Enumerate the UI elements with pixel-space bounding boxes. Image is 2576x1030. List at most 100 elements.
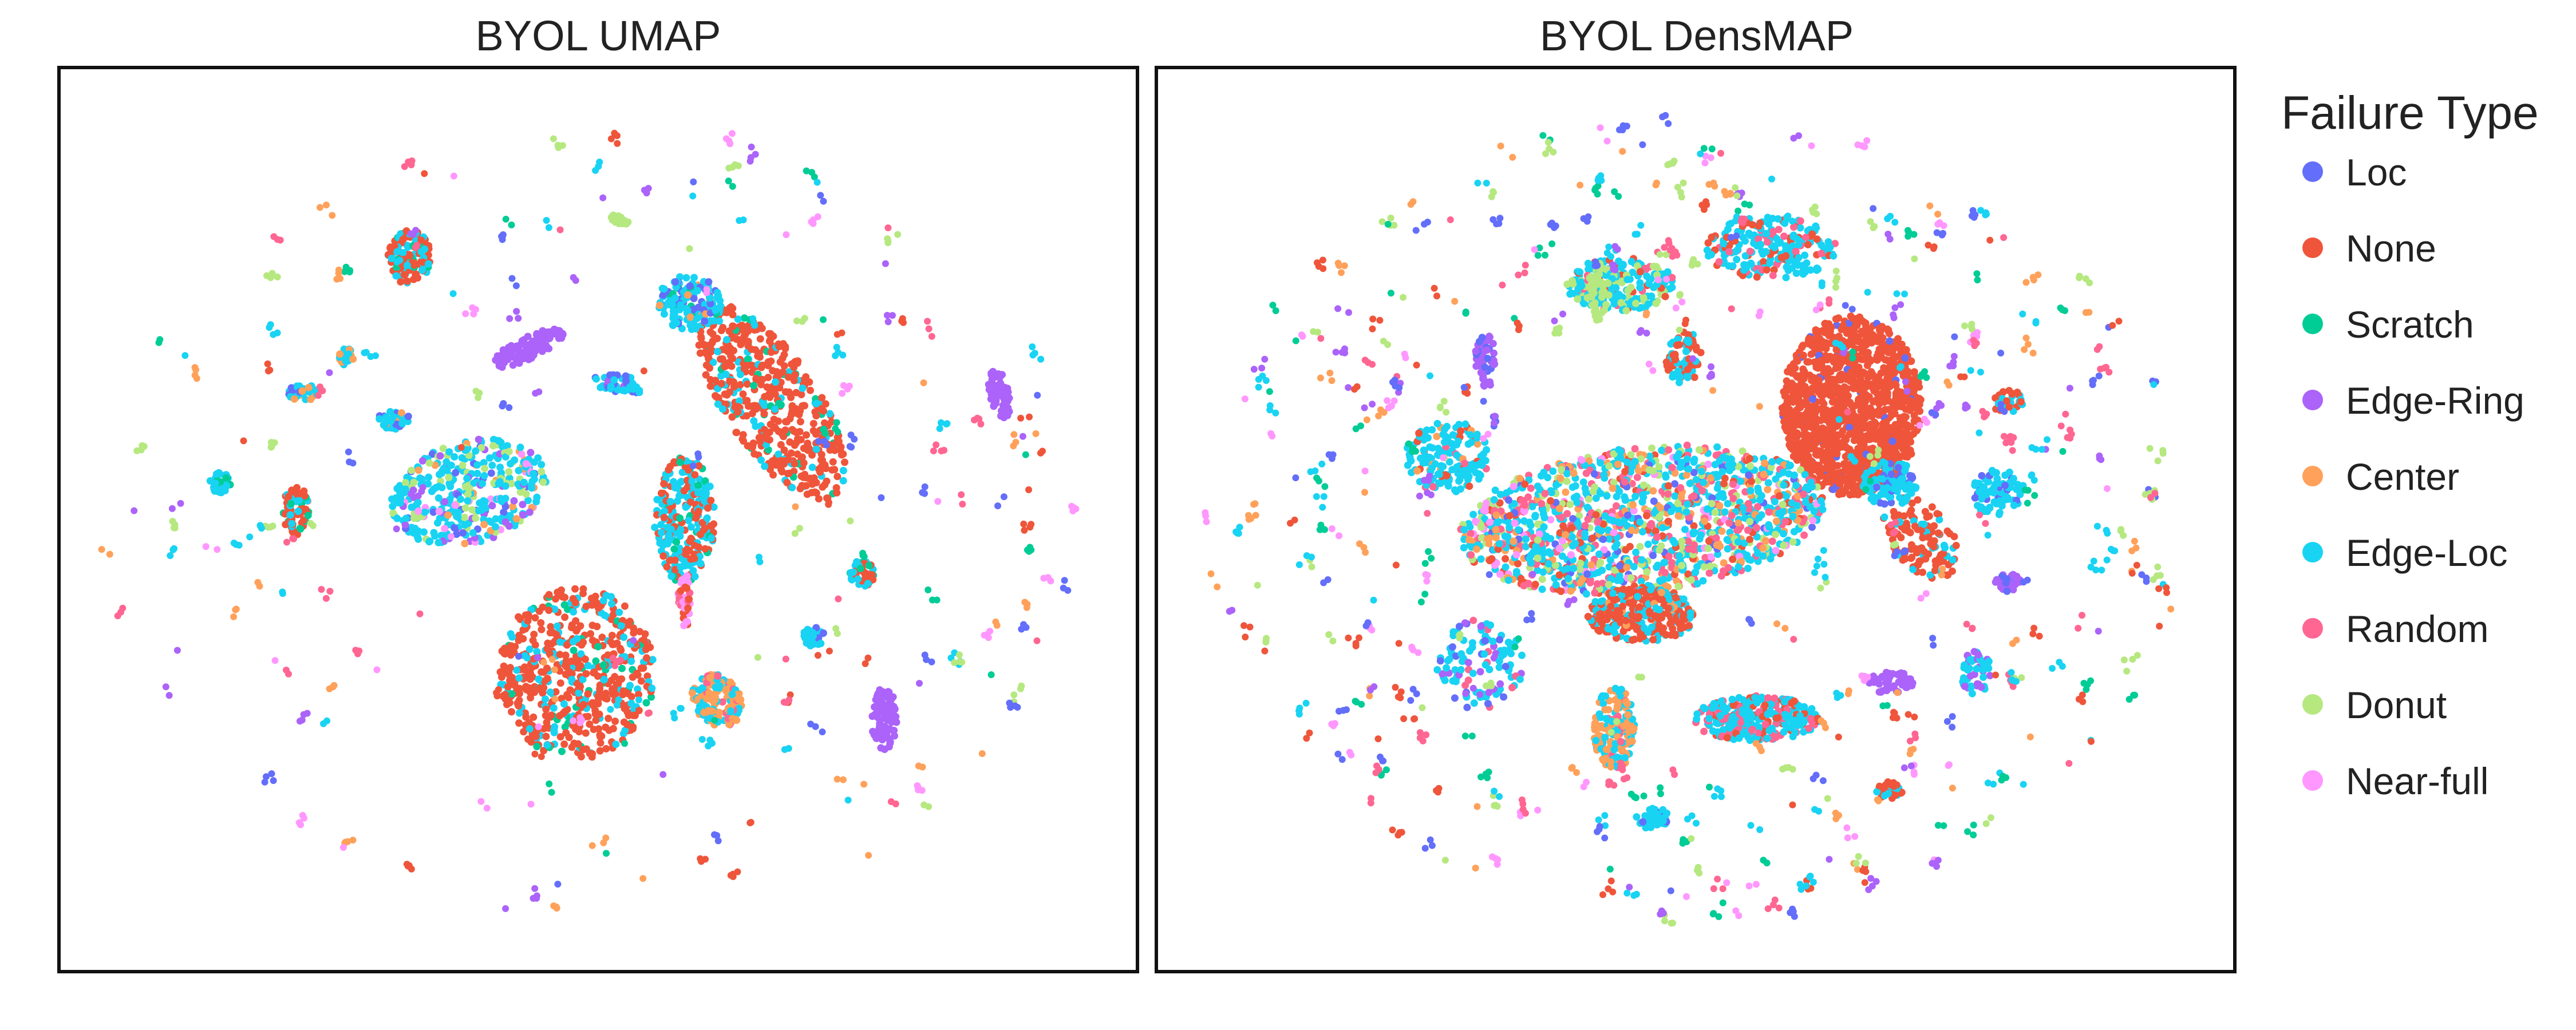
point-none: [729, 322, 737, 330]
point-center: [232, 606, 239, 613]
point-edge-loc: [757, 456, 765, 464]
point-loc: [817, 192, 824, 199]
point-none: [769, 367, 777, 375]
point-none: [535, 607, 543, 615]
point-donut: [460, 513, 468, 521]
point-edge-loc: [464, 497, 472, 505]
point-scratch: [670, 545, 678, 553]
point-scratch: [570, 647, 578, 654]
point-edge-ring: [488, 502, 496, 510]
point-none: [748, 345, 756, 353]
point-none: [1910, 411, 1918, 419]
point-none: [571, 585, 579, 593]
point-loc: [349, 459, 357, 467]
point-none: [1859, 343, 1867, 351]
point-none: [690, 554, 698, 562]
point-none: [1800, 375, 1808, 383]
point-donut: [801, 315, 808, 322]
point-none: [780, 433, 788, 441]
point-near-full: [934, 498, 942, 505]
point-edge-loc: [677, 526, 685, 534]
point-edge-ring: [752, 150, 759, 158]
point-edge-loc: [723, 336, 730, 344]
point-none: [521, 709, 530, 717]
point-none: [1795, 402, 1803, 410]
point-none: [1821, 389, 1829, 396]
point-donut: [550, 135, 557, 142]
point-scratch: [558, 747, 566, 755]
point-edge-loc: [434, 494, 442, 502]
point-edge-loc: [682, 274, 690, 282]
point-none: [729, 311, 737, 319]
point-none: [540, 684, 548, 692]
point-edge-loc: [389, 502, 397, 510]
point-random: [1683, 441, 1691, 449]
point-none: [767, 348, 775, 356]
point-none: [825, 647, 833, 655]
point-none: [800, 459, 808, 467]
point-edge-loc: [649, 656, 657, 664]
point-donut: [505, 447, 513, 455]
point-none: [545, 591, 553, 599]
point-none: [602, 723, 610, 731]
point-scratch: [821, 430, 829, 437]
point-edge-ring: [997, 407, 1005, 415]
point-edge-loc: [434, 519, 441, 527]
point-none: [1882, 380, 1890, 388]
point-none: [562, 729, 570, 737]
point-edge-ring: [872, 734, 880, 742]
point-edge-ring: [882, 260, 889, 267]
point-edge-ring: [502, 905, 509, 912]
point-none: [604, 651, 612, 659]
point-donut: [269, 522, 276, 530]
point-none: [791, 371, 799, 379]
point-edge-ring: [393, 525, 400, 533]
point-near-full: [271, 657, 279, 664]
point-none: [566, 686, 574, 694]
point-center: [1010, 442, 1017, 450]
point-edge-loc: [473, 461, 481, 469]
point-edge-loc: [526, 725, 534, 733]
point-edge-loc: [545, 224, 552, 231]
point-scratch: [676, 514, 684, 522]
point-edge-loc: [635, 696, 642, 704]
point-loc: [819, 728, 826, 735]
point-loc: [459, 529, 467, 537]
point-none: [564, 694, 572, 702]
point-edge-loc: [653, 496, 661, 504]
point-edge-loc: [398, 419, 406, 427]
point-none: [538, 753, 545, 760]
point-none: [1025, 486, 1032, 493]
point-none: [1853, 322, 1861, 330]
point-random: [317, 386, 325, 394]
point-none: [1821, 455, 1829, 464]
point-none: [556, 712, 564, 720]
point-edge-loc: [575, 689, 583, 697]
point-edge-loc: [839, 466, 847, 474]
point-center: [317, 204, 323, 211]
point-random: [416, 610, 424, 617]
point-none: [1798, 343, 1806, 351]
point-near-full: [483, 805, 491, 812]
point-edge-loc: [436, 470, 443, 478]
point-edge-loc: [651, 524, 659, 532]
point-donut: [884, 239, 892, 247]
point-none: [598, 633, 606, 641]
point-none: [706, 328, 714, 336]
point-edge-loc: [726, 707, 734, 715]
point-donut: [472, 514, 480, 522]
point-edge-loc: [728, 691, 736, 698]
point-none: [607, 135, 615, 142]
point-edge-loc: [839, 351, 847, 359]
point-edge-loc: [479, 480, 487, 488]
point-near-full: [414, 507, 422, 515]
point-none: [665, 466, 673, 474]
point-none: [1820, 400, 1828, 408]
point-none: [614, 140, 621, 147]
panel-umap: BYOL UMAP: [57, 12, 1139, 973]
point-none: [1843, 385, 1851, 393]
point-none: [560, 740, 568, 748]
point-none: [611, 673, 619, 680]
point-edge-loc: [1029, 343, 1036, 350]
point-donut: [489, 442, 497, 450]
